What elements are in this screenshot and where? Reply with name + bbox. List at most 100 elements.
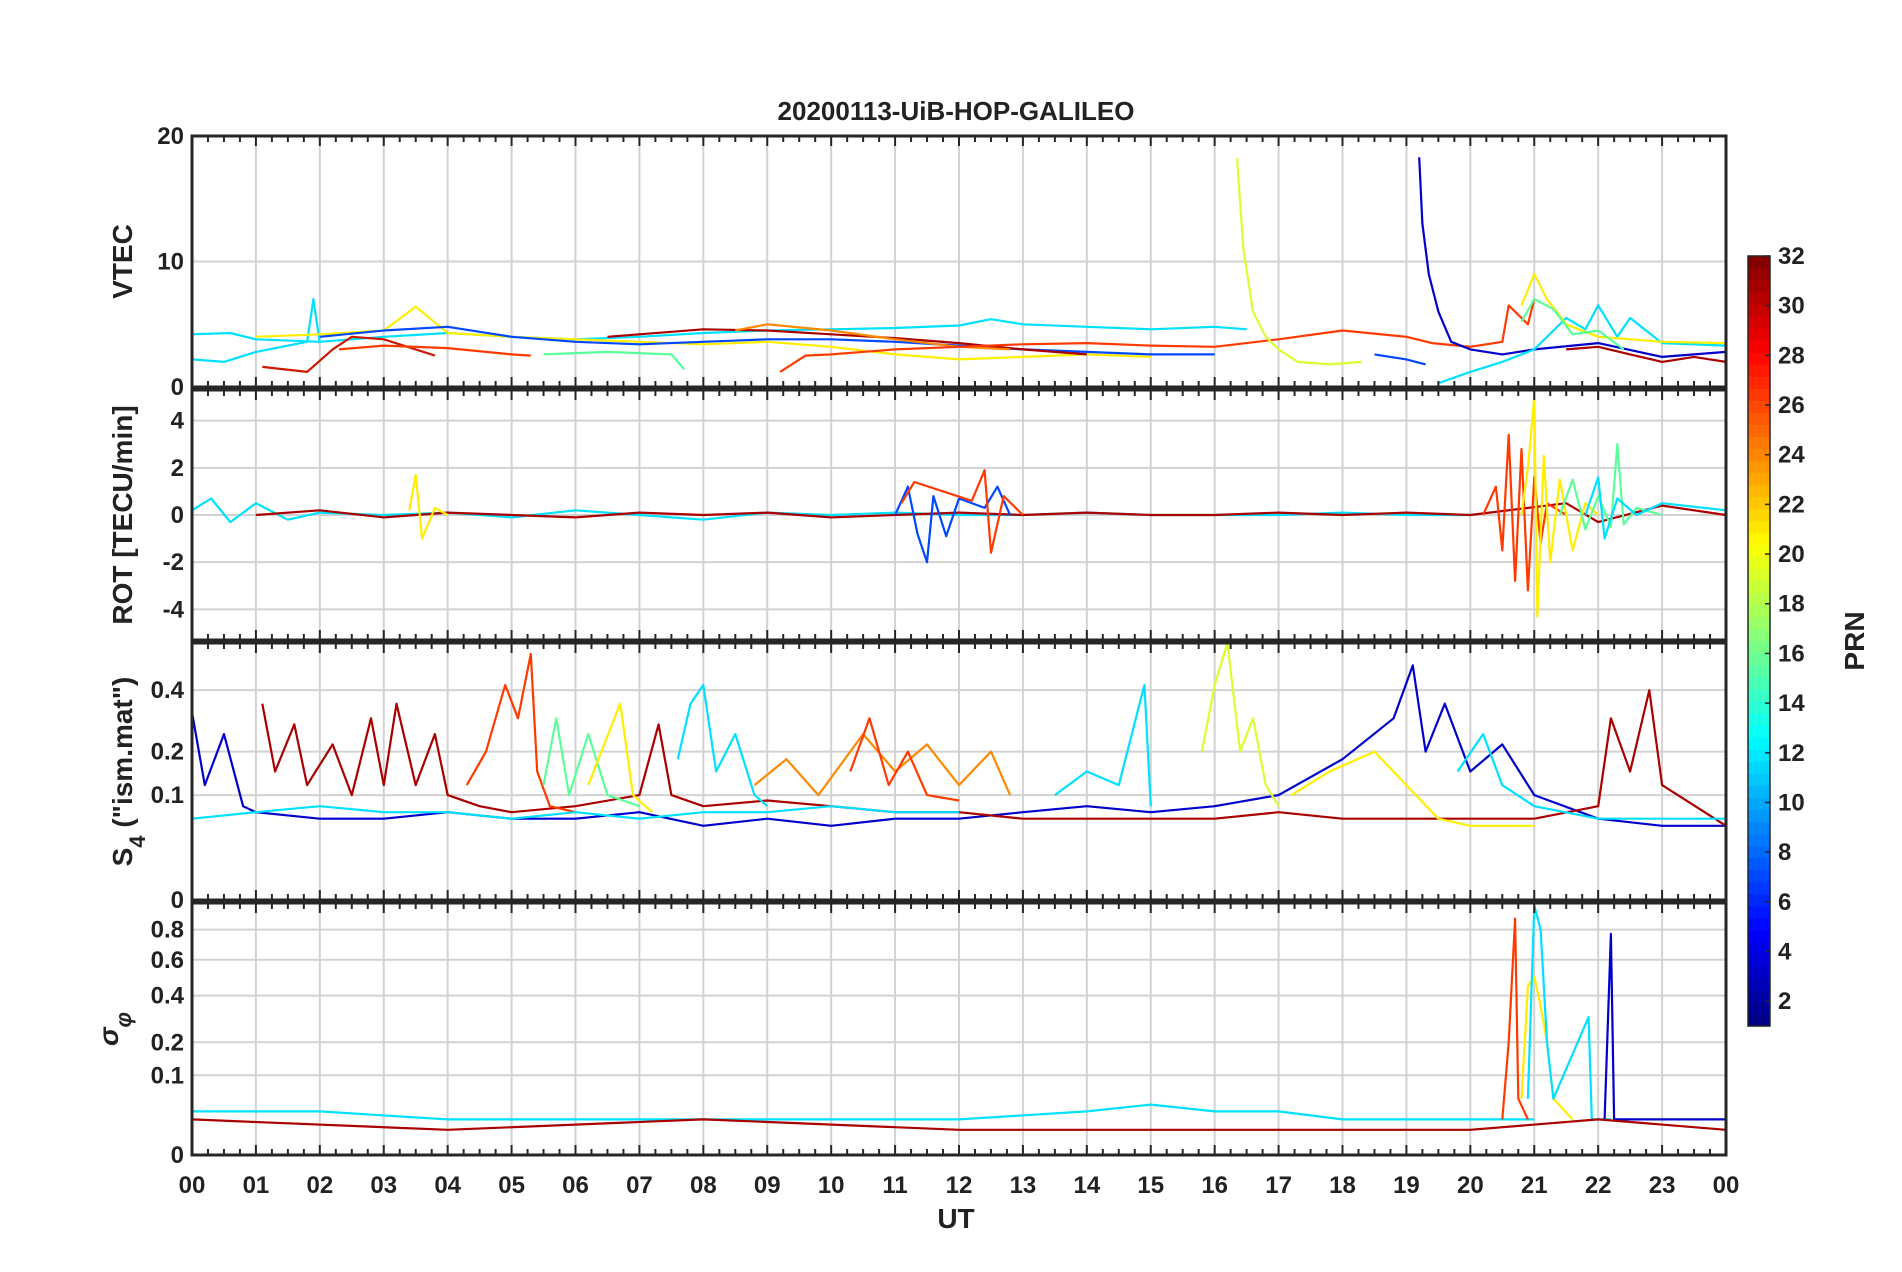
colorbar-segment xyxy=(1748,641,1770,654)
colorbar-frame xyxy=(1747,255,1771,1027)
series-line xyxy=(408,473,449,540)
series-line xyxy=(192,1118,1726,1131)
series-line xyxy=(542,717,640,808)
y-tick-label: -2 xyxy=(163,549,184,576)
y-tick-label: 0 xyxy=(171,374,184,401)
x-tick-label: 18 xyxy=(1329,1172,1356,1199)
panel-frame xyxy=(190,901,1728,1157)
panel-rot: -4 -2 0 2 4 ROT [TECU/min] xyxy=(107,388,1728,642)
x-tick-label: 06 xyxy=(562,1172,589,1199)
colorbar-segment xyxy=(1748,833,1770,847)
series-line xyxy=(1501,917,1529,1120)
colorbar-segment xyxy=(1748,665,1770,678)
colorbar-tick-label: 4 xyxy=(1778,938,1792,965)
colorbar-segment xyxy=(1748,268,1770,281)
colorbar-segment xyxy=(1748,965,1770,979)
x-tick-label: 09 xyxy=(754,1172,781,1199)
y-tick-label: -4 xyxy=(163,596,185,623)
colorbar-segment xyxy=(1748,292,1770,305)
colorbar-segment xyxy=(1748,436,1770,450)
colorbar-segment xyxy=(1748,917,1770,931)
colorbar-segment xyxy=(1748,1013,1770,1027)
x-tick-label: 15 xyxy=(1137,1172,1164,1199)
colorbar-tick-label: 24 xyxy=(1778,442,1805,469)
series-line xyxy=(1603,932,1726,1121)
y-tick-label: 0.1 xyxy=(151,782,184,809)
series-line xyxy=(192,805,959,820)
x-tick-label: 08 xyxy=(690,1172,717,1199)
panel-frame xyxy=(190,388,1728,642)
series-line xyxy=(1054,683,1152,807)
colorbar-segment xyxy=(1748,412,1770,426)
colorbar-tick-label: 6 xyxy=(1778,889,1791,916)
x-tick-label: 22 xyxy=(1585,1172,1612,1199)
colorbar-tick-label: 14 xyxy=(1778,690,1805,717)
series-line xyxy=(465,652,576,814)
series-line xyxy=(1200,643,1280,807)
colorbar-segment xyxy=(1748,725,1770,738)
colorbar-segment xyxy=(1748,941,1770,955)
series-line xyxy=(192,318,1247,343)
colorbar-segment xyxy=(1748,845,1770,859)
y-tick-label: 4 xyxy=(171,408,185,435)
series-group xyxy=(192,396,1726,618)
series-line xyxy=(1520,396,1599,618)
colorbar-tick-label: 2 xyxy=(1778,988,1791,1015)
y-tick-label: 10 xyxy=(157,249,184,276)
series-line xyxy=(1418,157,1726,358)
colorbar-segment xyxy=(1748,677,1770,690)
y-tick-label: 0.4 xyxy=(151,983,185,1010)
panels: 0 10 20 VTEC -4 -2 0 2 4 ROT [TECU/min] 0 0.1 0.2 0.4… xyxy=(93,123,1728,1169)
y-tick-label: 0.2 xyxy=(151,739,184,766)
x-tick-label: 12 xyxy=(946,1172,973,1199)
y-tick-label: 0.6 xyxy=(151,947,184,974)
colorbar-segment xyxy=(1748,340,1770,353)
series-line xyxy=(849,717,960,802)
colorbar-tick-label: 22 xyxy=(1778,491,1805,518)
x-tick-label: 00 xyxy=(179,1172,206,1199)
colorbar-tick-label: 30 xyxy=(1778,293,1805,320)
series-line xyxy=(676,683,769,808)
y-axis-label-subscript: 4 xyxy=(125,835,150,848)
series-line xyxy=(1566,345,1726,363)
series-line xyxy=(607,328,1087,356)
colorbar-segment xyxy=(1748,568,1770,582)
x-tick-label: 03 xyxy=(370,1172,397,1199)
colorbar-segment xyxy=(1748,496,1770,510)
colorbar-segment xyxy=(1748,797,1770,811)
colorbar-segment xyxy=(1748,749,1770,762)
y-axis-label-subscript: φ xyxy=(111,1012,136,1027)
colorbar-segment xyxy=(1748,484,1770,498)
x-tick-label: 10 xyxy=(818,1172,845,1199)
colorbar-tick-label: 32 xyxy=(1778,243,1805,270)
x-axis-label: UT xyxy=(937,1203,974,1234)
series-line xyxy=(779,298,1536,373)
colorbar-segment xyxy=(1748,809,1770,823)
colorbar-segment xyxy=(1748,448,1770,462)
series-line xyxy=(319,325,1215,356)
series-line xyxy=(1438,304,1726,385)
colorbar-segment xyxy=(1748,556,1770,570)
x-tick-label: 02 xyxy=(306,1172,333,1199)
colorbar-segment xyxy=(1748,785,1770,799)
panel-frame xyxy=(190,641,1728,902)
colorbar-segment xyxy=(1748,472,1770,486)
colorbar-segment xyxy=(1748,773,1770,786)
colorbar-segment xyxy=(1748,616,1770,630)
series-line xyxy=(1456,733,1726,820)
series-line xyxy=(1290,750,1535,827)
colorbar-segment xyxy=(1748,628,1770,642)
series-line xyxy=(1526,904,1611,1121)
colorbar-segment xyxy=(1748,460,1770,474)
panel-frame xyxy=(190,134,1728,389)
series-line xyxy=(192,1103,1535,1121)
series-group xyxy=(192,643,1726,827)
colorbar-tick-label: 26 xyxy=(1778,392,1805,419)
x-tick-label: 04 xyxy=(434,1172,461,1199)
y-axis-label: σφ xyxy=(93,1012,136,1046)
x-tick-label: 17 xyxy=(1265,1172,1292,1199)
colorbar-segment xyxy=(1748,893,1770,907)
y-tick-label: 0.8 xyxy=(151,917,184,944)
colorbar-segment xyxy=(1748,881,1770,895)
